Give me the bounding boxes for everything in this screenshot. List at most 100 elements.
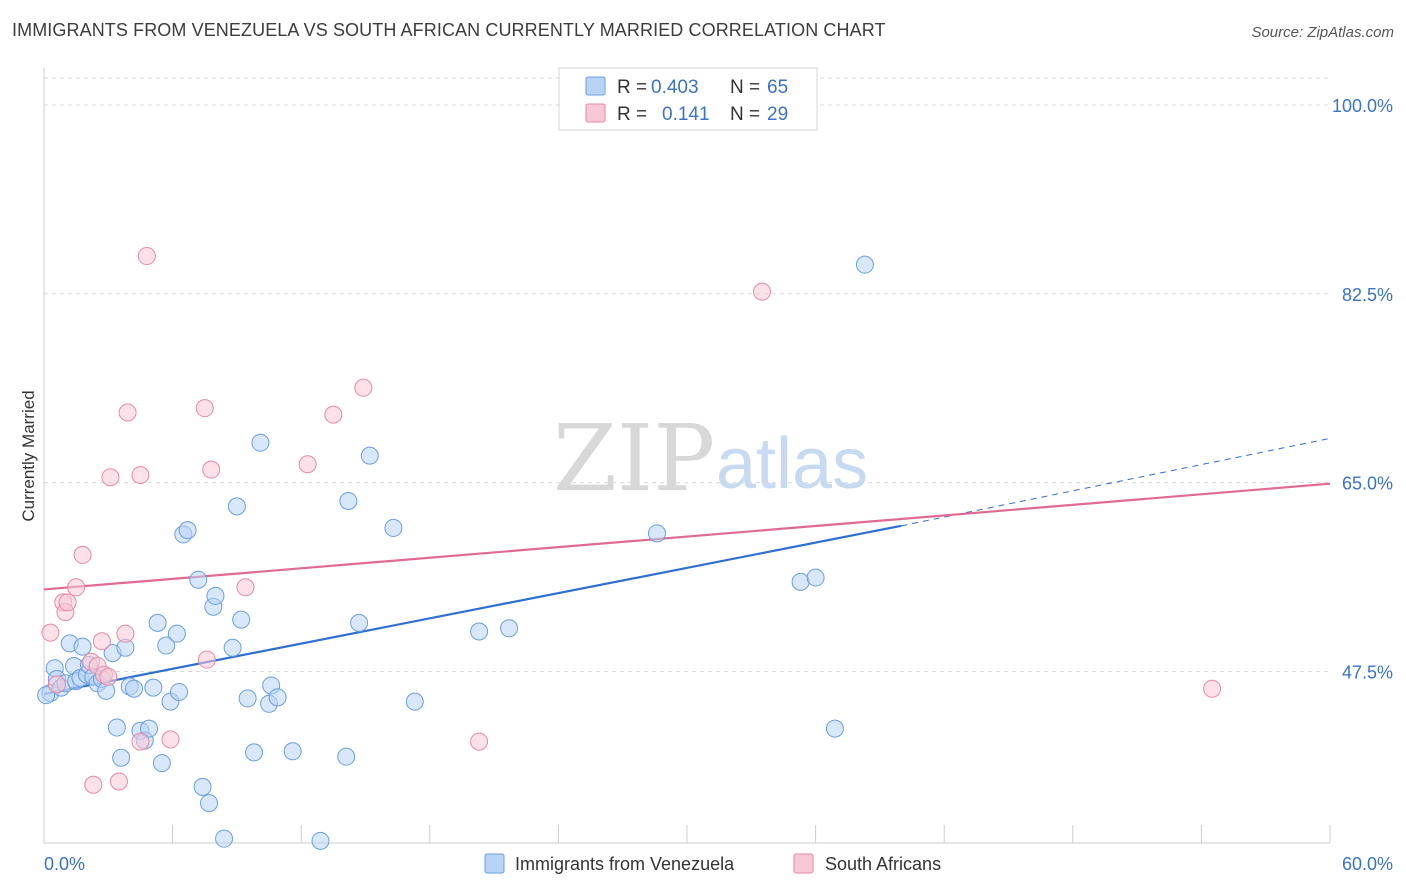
point-venezuela [206,586,225,605]
stats-legend: R = 0.403 N = 65 R = 0.141 N = 29 [558,67,818,131]
point-venezuela [37,686,56,705]
legend-label-venezuela: Immigrants from Venezuela [515,854,735,874]
point-venezuela [73,637,92,656]
point-south-african [116,624,135,643]
legend-label-south-africans: South Africans [825,854,941,874]
point-venezuela [500,619,519,638]
y-tick-label: 82.5% [1342,285,1393,305]
point-south-african [41,623,60,642]
point-south-african [195,399,214,418]
point-venezuela [350,613,369,632]
watermark-atlas: atlas [716,424,868,504]
x-tick-labels: 0.0% 60.0% [44,854,1393,874]
point-venezuela [360,446,379,465]
point-south-african [99,667,118,686]
point-venezuela [251,433,270,452]
point-venezuela [238,689,257,708]
stats-legend-swatch-blue [585,76,606,96]
point-south-african [324,405,343,424]
point-south-african [118,403,137,422]
point-south-african [92,632,111,651]
data-points [37,247,1222,850]
point-venezuela [647,524,666,543]
point-venezuela [825,719,844,738]
point-south-african [197,650,216,669]
y-tick-label: 65.0% [1342,474,1393,494]
stats-legend-swatch-pink [585,103,606,123]
point-venezuela [144,678,163,697]
point-south-african [298,455,317,474]
point-venezuela [107,718,126,737]
point-venezuela [384,518,403,537]
trend-line-south-africans [43,482,1331,591]
point-venezuela [337,747,356,766]
point-venezuela [405,692,424,711]
point-south-african [470,732,489,751]
point-venezuela [178,521,197,540]
watermark-zip: ZIP [553,405,715,512]
axes [43,68,1331,844]
point-venezuela [855,255,874,274]
point-south-african [753,282,772,301]
bottom-legend: Immigrants from Venezuela South Africans [484,853,941,874]
point-venezuela [223,638,242,657]
point-venezuela [125,679,144,698]
stats-n-label-1: N = [730,77,760,98]
point-south-african [101,468,120,487]
point-venezuela [311,831,330,850]
point-south-african [58,593,77,612]
point-venezuela [200,794,219,813]
point-south-african [47,675,66,694]
trend-line-venezuela-extension [901,437,1331,527]
y-tick-label: 100.0% [1332,96,1393,116]
stats-n-value-2: 29 [767,104,788,125]
x-tick-label: 60.0% [1342,854,1393,874]
y-tick-label: 47.5% [1342,662,1393,682]
point-venezuela [140,719,159,738]
point-venezuela [245,743,264,762]
point-venezuela [157,636,176,655]
source-credit: Source: ZipAtlas.com [1251,24,1394,41]
point-venezuela [227,497,246,516]
y-tick-labels: 47.5% 65.0% 82.5% 100.0% [1332,96,1393,682]
point-south-african [236,578,255,597]
point-venezuela [283,742,302,761]
stats-n-value-1: 65 [767,77,788,98]
point-venezuela [170,682,189,701]
point-south-african [110,772,129,791]
y-axis-label: Currently Married [19,390,38,521]
point-venezuela [215,829,234,848]
point-south-african [73,545,92,564]
point-venezuela [189,570,208,589]
point-south-african [67,578,86,597]
point-venezuela [791,572,810,591]
point-south-african [161,730,180,749]
point-venezuela [232,610,251,629]
point-venezuela [112,748,131,767]
legend-swatch-venezuela [484,853,505,874]
point-venezuela [148,613,167,632]
point-venezuela [806,568,825,587]
point-south-african [137,247,156,266]
grid-lines [44,77,1330,672]
point-south-african [354,378,373,397]
trend-line-venezuela [43,524,902,696]
point-south-african [131,466,150,485]
point-south-african [131,732,150,751]
point-venezuela [167,624,186,643]
point-south-african [202,460,221,479]
stats-r-label-1: R = [617,77,647,98]
point-venezuela [470,622,489,641]
point-venezuela [152,754,171,773]
stats-n-label-2: N = [730,104,760,125]
point-venezuela [193,777,212,796]
trend-lines [43,437,1331,696]
stats-r-value-2: 0.141 [662,104,710,125]
stats-r-value-1: 0.403 [651,77,699,98]
point-venezuela [268,688,287,707]
point-south-african [1203,679,1222,698]
legend-swatch-south-africans [793,853,814,874]
x-tick-label: 0.0% [44,854,85,874]
chart-title: IMMIGRANTS FROM VENEZUELA VS SOUTH AFRIC… [12,20,886,40]
